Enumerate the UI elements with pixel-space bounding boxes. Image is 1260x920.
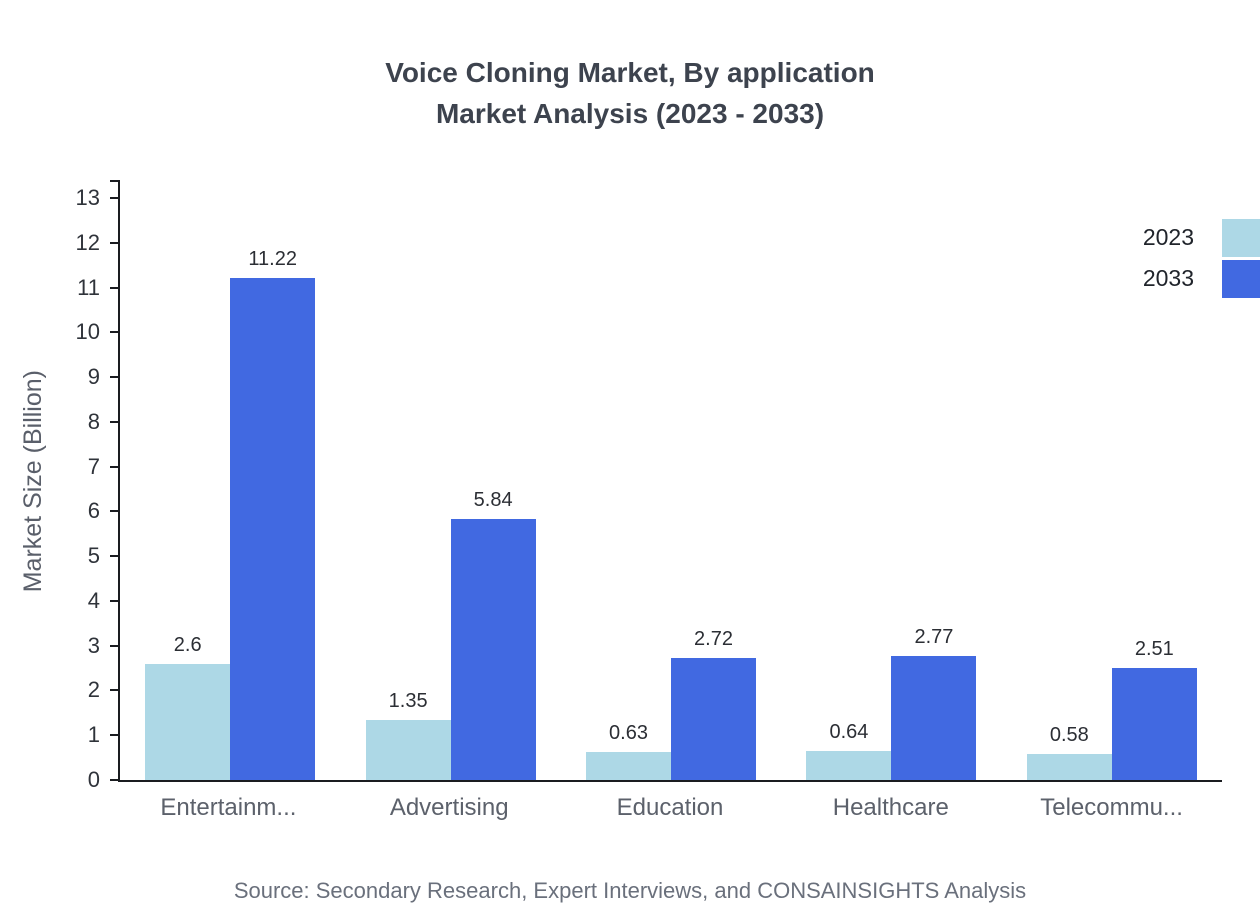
- bar-2023: [806, 751, 892, 780]
- bar-column: 2.77: [891, 626, 977, 780]
- y-axis-tick-label: 11: [77, 274, 100, 300]
- bar-2033: [891, 656, 977, 780]
- bar-group: 2.6 11.22: [145, 247, 316, 780]
- bar-2023: [586, 751, 672, 780]
- y-axis-tick-label: 12: [75, 229, 100, 255]
- bar-group: 0.63 2.72: [586, 628, 757, 780]
- y-axis-tick-label: 10: [75, 319, 100, 345]
- bar-2033: [450, 518, 536, 780]
- y-axis-tick: [110, 644, 118, 647]
- bar-value-label: 2.51: [1134, 637, 1174, 660]
- x-axis-category-label: Education: [616, 794, 724, 821]
- bar-value-label: 5.84: [473, 488, 513, 511]
- bar-value-label: 0.63: [609, 721, 648, 744]
- y-axis-tick: [110, 510, 118, 513]
- y-axis-tick: [110, 376, 118, 379]
- legend-swatch: [1222, 259, 1260, 298]
- bar-column: 2.72: [671, 628, 757, 780]
- y-axis-tick: [110, 555, 118, 558]
- bar-value-label: 11.22: [248, 247, 297, 270]
- x-axis-category-label: Healthcare: [832, 794, 949, 821]
- bar-group-slot: 0.64 2.77: [781, 180, 1001, 780]
- y-axis-tick-label: 2: [87, 677, 100, 703]
- y-axis-tick-label: 3: [87, 632, 100, 658]
- bar-column: 11.22: [230, 247, 316, 780]
- y-axis-tick-label: 4: [87, 587, 100, 613]
- y-axis-tick: [110, 286, 118, 289]
- y-axis-tick: [110, 241, 118, 244]
- x-axis-category-label: Advertising: [389, 794, 509, 821]
- y-axis-tick-label: 1: [87, 722, 100, 748]
- bar-column: 2.6: [145, 633, 231, 780]
- y-axis-tick-label: 5: [87, 543, 100, 569]
- bar-value-label: 1.35: [388, 689, 428, 712]
- y-axis-tick: [110, 779, 118, 781]
- bar-2023: [1026, 754, 1112, 780]
- bar-2033: [671, 658, 757, 780]
- y-axis-tick: [110, 465, 118, 468]
- legend: 2023 2033: [1143, 218, 1260, 298]
- bar-column: 5.84: [450, 488, 536, 780]
- chart-title-line1: Voice Cloning Market, By application: [385, 57, 875, 88]
- x-axis-labels: Entertainm... Advertising Education Healthc…: [118, 794, 1222, 822]
- bar-group: 0.64 2.77: [806, 626, 977, 780]
- y-axis-top-tick: [110, 180, 118, 182]
- y-axis-tick: [110, 420, 118, 423]
- bar-group-slot: 0.58 2.51: [1002, 180, 1222, 780]
- bar-column: 0.64: [806, 721, 892, 780]
- bar-column: 0.58: [1026, 724, 1112, 780]
- legend-item-2023: 2023: [1143, 218, 1260, 257]
- legend-swatch: [1222, 218, 1260, 257]
- y-axis-tick-label: 9: [87, 364, 100, 390]
- legend-item-2033: 2033: [1143, 259, 1260, 298]
- bars-area: 2.6 11.22 1.35 5.84 0.63 2.72 0.64 2.77 0.58 2.51: [120, 180, 1222, 780]
- bar-group: 1.35 5.84: [365, 488, 536, 780]
- bar-2033: [1111, 667, 1197, 780]
- y-axis-tick: [110, 331, 118, 334]
- bar-2033: [230, 277, 316, 780]
- y-axis-tick: [110, 599, 118, 602]
- y-axis-tick: [110, 197, 118, 199]
- bar-column: 2.51: [1111, 637, 1197, 780]
- legend-label: 2023: [1142, 224, 1194, 250]
- plot-area: 0 1 2 3 4 5 6 7 8 9 10 11 12 13 2.6 11.22 1.35 5.84 0.63 2…: [76, 180, 1222, 792]
- legend-label: 2033: [1142, 265, 1194, 291]
- y-axis-tick-label: 7: [87, 453, 100, 479]
- bar-group-slot: 0.63 2.72: [561, 180, 781, 780]
- y-axis-tick-label: 8: [87, 408, 100, 434]
- bar-group: 0.58 2.51: [1026, 637, 1197, 780]
- y-axis-tick: [110, 734, 118, 737]
- y-axis-tick: [110, 689, 118, 692]
- bar-value-label: 0.64: [829, 721, 869, 744]
- y-axis: 0 1 2 3 4 5 6 7 8 9 10 11 12 13: [76, 180, 1222, 792]
- y-axis-tick-label: 6: [87, 498, 100, 524]
- bar-value-label: 2.6: [173, 633, 202, 656]
- bar-column: 0.63: [586, 721, 672, 780]
- x-axis-category-label: Entertainm...: [160, 794, 297, 821]
- bar-value-label: 2.72: [694, 628, 733, 651]
- bar-2023: [145, 663, 231, 780]
- x-axis-category-label: Telecommu...: [1040, 794, 1183, 821]
- y-axis-tick-label: 0: [87, 767, 100, 792]
- chart-title-line2: Market Analysis (2023 - 2033): [435, 98, 825, 129]
- chart-title: Voice Cloning Market, By application Mar…: [0, 52, 1260, 134]
- bar-value-label: 2.77: [914, 626, 954, 648]
- bar-2023: [365, 719, 451, 780]
- y-axis-tick-label: 13: [75, 185, 100, 210]
- bar-column: 1.35: [365, 689, 451, 780]
- bar-group-slot: 1.35 5.84: [340, 180, 560, 780]
- bar-value-label: 0.58: [1049, 724, 1089, 747]
- bar-group-slot: 2.6 11.22: [120, 180, 340, 780]
- source-note: Source: Secondary Research, Expert Inter…: [233, 878, 1027, 903]
